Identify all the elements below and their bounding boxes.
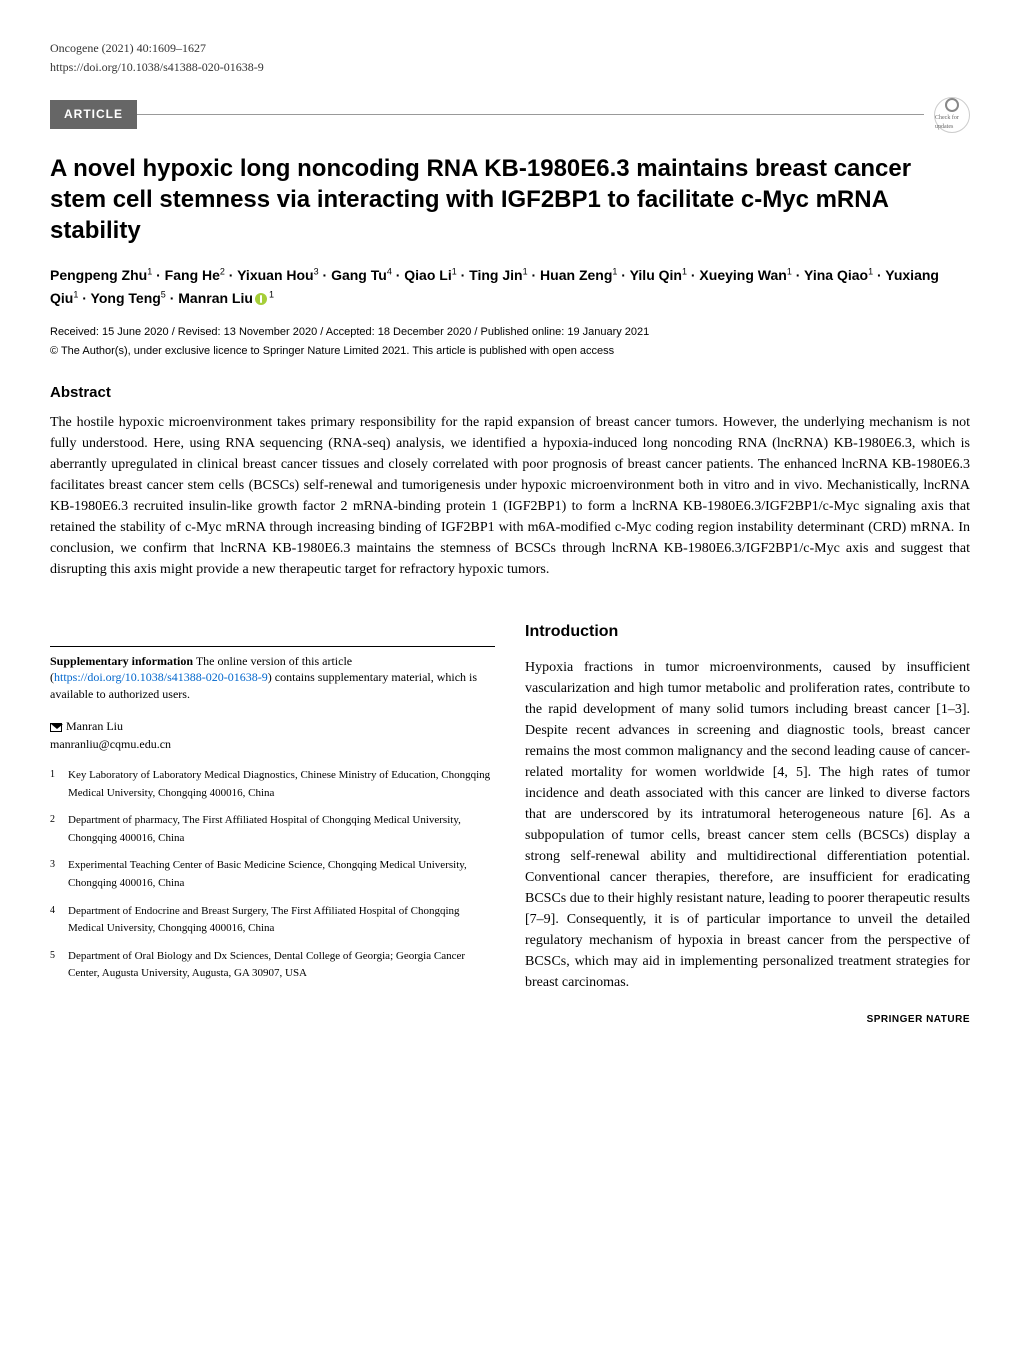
doi-link[interactable]: https://doi.org/10.1038/s41388-020-01638… — [50, 59, 970, 76]
abstract-body: The hostile hypoxic microenvironment tak… — [50, 412, 970, 580]
orcid-icon[interactable] — [255, 293, 267, 305]
last-author-sup: 1 — [269, 289, 274, 299]
author-list: Pengpeng Zhu1 · Fang He2 · Yixuan Hou3 ·… — [50, 264, 970, 309]
supp-link[interactable]: https://doi.org/10.1038/s41388-020-01638… — [54, 670, 268, 684]
authors-text: Pengpeng Zhu1 · Fang He2 · Yixuan Hou3 ·… — [50, 267, 939, 305]
article-label: ARTICLE — [50, 100, 137, 129]
introduction-body: Hypoxia fractions in tumor microenvironm… — [525, 657, 970, 993]
corr-email[interactable]: manranliu@cqmu.edu.cn — [50, 737, 171, 751]
affiliations-list: 1Key Laboratory of Laboratory Medical Di… — [50, 767, 495, 993]
affiliation-number: 1 — [50, 767, 68, 802]
affiliation-item: 3Experimental Teaching Center of Basic M… — [50, 857, 495, 892]
affiliation-item: 4Department of Endocrine and Breast Surg… — [50, 903, 495, 938]
affiliation-number: 4 — [50, 903, 68, 938]
article-title: A novel hypoxic long noncoding RNA KB-19… — [50, 153, 970, 247]
check-updates-badge[interactable]: Check for updates — [934, 97, 970, 133]
affiliation-text: Department of Endocrine and Breast Surge… — [68, 903, 495, 938]
introduction-heading: Introduction — [525, 620, 970, 643]
affiliation-text: Department of Oral Biology and Dx Scienc… — [68, 948, 495, 983]
affiliation-text: Department of pharmacy, The First Affili… — [68, 812, 495, 847]
abstract-heading: Abstract — [50, 382, 970, 404]
affiliation-number: 2 — [50, 812, 68, 847]
right-column: Introduction Hypoxia fractions in tumor … — [525, 620, 970, 993]
publisher-logo: SPRINGER NATURE — [50, 1013, 970, 1028]
check-updates-icon — [945, 98, 959, 112]
article-type-bar: ARTICLE Check for updates — [50, 97, 970, 133]
divider-line — [137, 114, 924, 115]
journal-citation: Oncogene (2021) 40:1609–1627 — [50, 40, 970, 57]
two-column-layout: Supplementary information The online ver… — [50, 620, 970, 993]
affiliation-item: 5Department of Oral Biology and Dx Scien… — [50, 948, 495, 983]
supplementary-info: Supplementary information The online ver… — [50, 646, 495, 703]
envelope-icon — [50, 723, 62, 732]
affiliation-number: 5 — [50, 948, 68, 983]
left-column: Supplementary information The online ver… — [50, 620, 495, 993]
corr-name: Manran Liu — [66, 719, 123, 733]
affiliation-item: 1Key Laboratory of Laboratory Medical Di… — [50, 767, 495, 802]
affiliation-text: Experimental Teaching Center of Basic Me… — [68, 857, 495, 892]
publication-dates: Received: 15 June 2020 / Revised: 13 Nov… — [50, 325, 970, 341]
affiliation-item: 2Department of pharmacy, The First Affil… — [50, 812, 495, 847]
supp-label: Supplementary information — [50, 654, 193, 668]
affiliation-text: Key Laboratory of Laboratory Medical Dia… — [68, 767, 495, 802]
copyright-notice: © The Author(s), under exclusive licence… — [50, 344, 970, 360]
check-updates-text: Check for updates — [935, 114, 969, 131]
corresponding-author: Manran Liu manranliu@cqmu.edu.cn — [50, 717, 495, 753]
affiliation-number: 3 — [50, 857, 68, 892]
